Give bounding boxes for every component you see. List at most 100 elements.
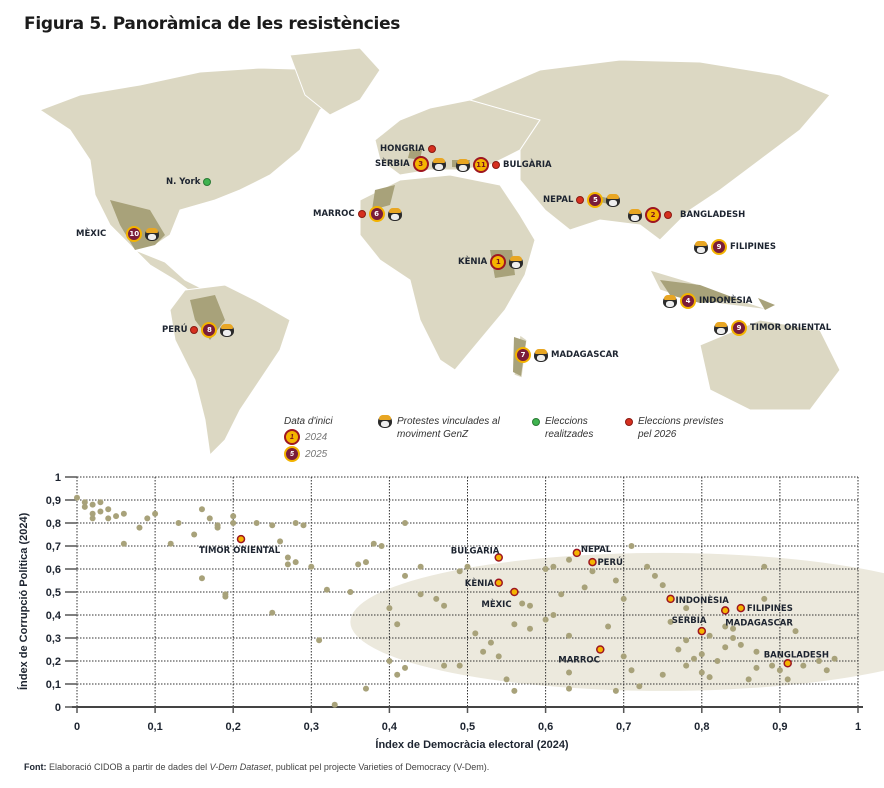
scatter-point: [644, 563, 651, 570]
legend-held-text: Eleccions: [545, 416, 588, 427]
scatter-point: [331, 701, 338, 708]
marker-label: NEPAL: [543, 195, 574, 205]
scatter-point: [698, 669, 705, 676]
scatter-chart: 0 0,1 0,2 0,3 0,4 0,5 0,6 0,7 0,8 0,9 1 0 0,1 0,2 0,3 0…: [46, 472, 884, 733]
scatter-point: [284, 554, 291, 561]
x-tick-label: 0,9: [772, 721, 787, 733]
scatter-point: [636, 683, 643, 690]
genz-skull-icon: [509, 255, 524, 269]
genz-skull-icon: [534, 348, 548, 362]
scatter-point: [120, 510, 127, 517]
marker-bangladesh[interactable]: 2 BANGLADESH: [628, 207, 745, 223]
marker-timor-oriental[interactable]: 9 TIMOR ORIENTAL: [714, 320, 831, 336]
marker-label: MADAGASCAR: [551, 350, 619, 360]
highlighted-point[interactable]: [510, 587, 519, 597]
highlighted-point[interactable]: [697, 626, 707, 636]
scatter-point: [620, 653, 627, 660]
start-2025-badge: 5: [587, 192, 604, 208]
highlighted-point[interactable]: [666, 594, 675, 604]
start-2025-badge: 9: [711, 239, 727, 255]
scatter-point: [698, 651, 705, 658]
marker-marroc[interactable]: MARROC 6: [313, 206, 402, 222]
marker-label: N. York: [166, 177, 201, 187]
planned-election-dot: [492, 161, 500, 169]
scatter-point: [815, 658, 822, 664]
morocco-shape: [372, 185, 395, 210]
scatter-point: [175, 520, 182, 526]
marker-serbia[interactable]: SÈRBIA 3: [375, 156, 446, 172]
point-label: SÈRBIA: [672, 614, 707, 626]
scatter-point: [706, 632, 713, 639]
x-tick-label: 1: [855, 721, 861, 733]
highlighted-point[interactable]: [494, 553, 503, 562]
marker-kenia[interactable]: KÈNIA 1: [458, 254, 524, 270]
scatter-point: [753, 664, 760, 671]
scatter-point: [362, 685, 369, 692]
legend-2024-label: 2024: [305, 431, 328, 443]
scatter-point: [136, 524, 143, 531]
point-label: BULGÀRIA: [451, 545, 500, 557]
scatter-point: [362, 559, 369, 566]
marker-filipines[interactable]: 9 FILIPINES: [694, 239, 776, 255]
scatter-point: [566, 685, 573, 692]
x-tick-label: 0,2: [226, 721, 241, 733]
source-dataset: V-Dem Dataset: [209, 762, 271, 772]
marker-nepal[interactable]: NEPAL 5: [543, 192, 621, 208]
highlighted-point[interactable]: [736, 603, 746, 613]
marker-hongria[interactable]: HONGRIA: [380, 144, 436, 154]
marker-indonesia[interactable]: 4 INDONÈSIA: [663, 293, 752, 309]
scatter-point: [519, 600, 526, 607]
highlighted-point[interactable]: [588, 557, 597, 567]
marker-madagascar[interactable]: 7 MADAGASCAR: [515, 347, 619, 363]
scatter-point: [480, 648, 487, 655]
point-label: FILIPINES: [747, 604, 793, 614]
point-label: PERÚ: [597, 556, 623, 568]
scatter-point: [487, 639, 494, 646]
scatter-point: [730, 625, 737, 632]
scatter-point: [776, 667, 783, 674]
scatter-point: [198, 575, 205, 582]
x-tick-label: 0: [74, 721, 80, 733]
highlighted-point[interactable]: [572, 548, 582, 558]
x-tick-label: 0,3: [304, 721, 319, 733]
x-tick-label: 0,6: [538, 721, 553, 733]
marker-new-york[interactable]: N. York: [166, 177, 212, 187]
scatter-point: [753, 648, 760, 655]
start-2024-badge: 1: [490, 254, 507, 270]
scatter-point: [402, 664, 409, 671]
highlighted-point[interactable]: [596, 645, 605, 654]
scatter-point: [550, 563, 557, 570]
scatter-point: [214, 524, 221, 531]
scatter-point: [456, 568, 463, 575]
start-2025-badge: 10: [126, 226, 143, 242]
scatter-point: [394, 621, 401, 628]
scatter-point: [761, 595, 768, 602]
scatter-point: [441, 662, 448, 669]
highlighted-point[interactable]: [783, 659, 792, 668]
point-label: NEPAL: [581, 545, 612, 555]
marker-peru[interactable]: PERÚ 8: [162, 322, 235, 338]
highlighted-point[interactable]: [494, 578, 503, 588]
highlighted-point[interactable]: [720, 606, 730, 615]
scatter-point: [823, 667, 830, 674]
scatter-point: [769, 662, 776, 669]
y-tick-label: 0,4: [46, 610, 62, 622]
scatter-point: [683, 662, 690, 669]
marker-label: MÈXIC: [76, 229, 107, 239]
scatter-point: [347, 589, 354, 595]
genz-skull-icon: [378, 415, 392, 428]
y-tick-label: 0,9: [46, 495, 61, 507]
scatter-point: [620, 595, 627, 602]
scatter-point: [730, 635, 737, 641]
source-note: Font: Elaboració CIDOB a partir de dades…: [24, 762, 489, 772]
marker-bulgaria[interactable]: 11 BULGÀRIA: [456, 157, 552, 173]
highlighted-point[interactable]: [236, 534, 246, 544]
marker-mexic[interactable]: MÈXIC 10: [76, 226, 160, 242]
scatter-point: [722, 623, 729, 630]
point-label: KÈNIA: [465, 577, 495, 589]
y-axis-label: Índex de Corrupció Política (2024): [18, 512, 30, 690]
scatter-point: [526, 625, 533, 632]
marker-label: MARROC: [313, 209, 355, 219]
genz-skull-icon: [628, 208, 642, 222]
y-tick-label: 0,1: [46, 679, 61, 691]
